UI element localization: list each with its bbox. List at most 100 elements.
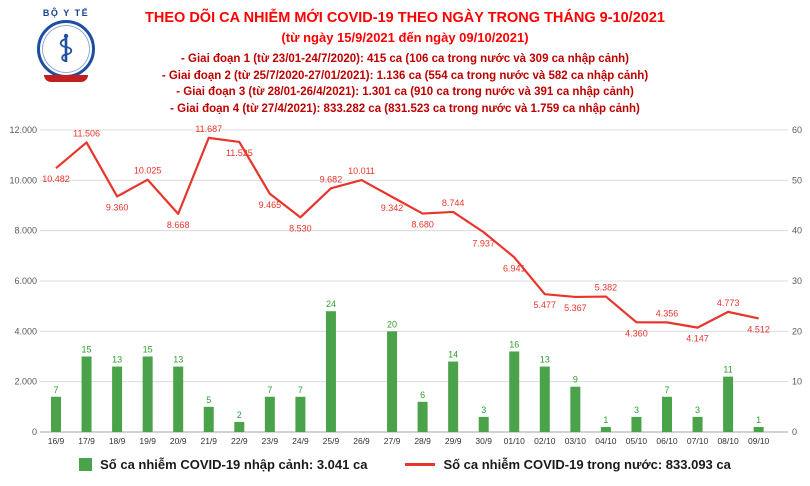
date-label: 23/9 bbox=[262, 436, 279, 446]
bar-value-label: 7 bbox=[664, 385, 669, 395]
left-axis-label: 12.000 bbox=[9, 125, 37, 135]
phase-2-annotation: - Giai đoạn 2 (từ 25/7/2020-27/01/2021):… bbox=[161, 69, 649, 82]
right-axis-label: 10 bbox=[792, 377, 802, 387]
chart-header: THEO DÕI CA NHIỄM MỚI COVID-19 THEO NGÀY… bbox=[0, 10, 810, 117]
bar-value-label: 3 bbox=[634, 405, 639, 415]
line-value-label: 8.668 bbox=[167, 220, 190, 230]
imported-cases-bar bbox=[478, 416, 489, 432]
line-value-label: 7.937 bbox=[472, 238, 495, 248]
date-label: 07/10 bbox=[687, 436, 709, 446]
bar-value-label: 14 bbox=[448, 350, 458, 360]
line-value-label: 8.530 bbox=[289, 223, 312, 233]
bar-value-label: 7 bbox=[53, 385, 58, 395]
imported-cases-bar bbox=[509, 351, 520, 432]
date-label: 04/10 bbox=[595, 436, 617, 446]
phase-annotations: - Giai đoạn 1 (từ 23/01-24/7/2020): 415 … bbox=[0, 51, 810, 117]
bar-value-label: 16 bbox=[509, 339, 519, 349]
legend-imported-swatch bbox=[79, 458, 93, 471]
domestic-cases-line bbox=[55, 136, 759, 329]
imported-cases-bar bbox=[387, 331, 398, 432]
line-value-label: 5.477 bbox=[534, 300, 557, 310]
imported-cases-bar bbox=[81, 356, 92, 432]
line-value-label: 10.025 bbox=[134, 166, 162, 176]
covid-daily-cases-chart: 02.0004.0006.0008.00010.00012.0000102030… bbox=[9, 124, 802, 446]
imported-cases-bar bbox=[51, 396, 61, 432]
line-value-label: 11.525 bbox=[226, 148, 253, 158]
date-label: 21/9 bbox=[200, 436, 217, 446]
imported-cases-bar bbox=[112, 366, 123, 432]
line-value-label: 4.356 bbox=[656, 308, 679, 318]
date-label: 09/10 bbox=[748, 436, 770, 446]
date-label: 16/9 bbox=[48, 436, 65, 446]
bar-value-label: 24 bbox=[326, 299, 336, 309]
line-value-label: 4.512 bbox=[747, 324, 770, 334]
line-value-label: 9.342 bbox=[381, 203, 404, 213]
phase-3-annotation: - Giai đoạn 3 (từ 28/01-26/4/2021): 1.30… bbox=[176, 86, 634, 98]
imported-cases-bar bbox=[295, 396, 306, 432]
left-axis-label: 6.000 bbox=[14, 276, 37, 286]
line-value-label: 9.360 bbox=[106, 202, 129, 212]
line-value-label: 8.744 bbox=[442, 198, 465, 208]
date-label: 29/9 bbox=[445, 436, 462, 446]
imported-cases-bar bbox=[142, 356, 153, 432]
imported-cases-bar bbox=[539, 366, 550, 432]
imported-cases-bar bbox=[325, 311, 336, 432]
bar-value-label: 5 bbox=[206, 395, 211, 405]
legend-domestic-label: Số ca nhiễm COVID-19 trong nước: 833.093… bbox=[443, 457, 731, 472]
phase-4-annotation: - Giai đoạn 4 (từ 27/4/2021): 833.282 ca… bbox=[170, 102, 640, 115]
date-label: 18/9 bbox=[109, 436, 126, 446]
rod-of-asclepius-icon bbox=[37, 20, 95, 78]
left-axis-label: 8.000 bbox=[14, 226, 37, 236]
line-value-label: 8.680 bbox=[411, 220, 434, 230]
right-axis-label: 30 bbox=[792, 276, 802, 286]
date-label: 30/9 bbox=[475, 436, 492, 446]
bar-value-label: 15 bbox=[143, 345, 153, 355]
right-axis-label: 50 bbox=[792, 175, 802, 185]
bar-value-label: 2 bbox=[237, 410, 242, 420]
bar-value-label: 6 bbox=[420, 390, 425, 400]
page-title: THEO DÕI CA NHIỄM MỚI COVID-19 THEO NGÀY… bbox=[145, 10, 665, 26]
line-value-label: 4.147 bbox=[686, 334, 709, 344]
date-label: 26/9 bbox=[353, 436, 370, 446]
line-value-label: 10.011 bbox=[348, 166, 375, 176]
bar-value-label: 13 bbox=[112, 355, 122, 365]
right-axis-label: 20 bbox=[792, 326, 802, 336]
page-subtitle: (từ ngày 15/9/2021 đến ngày 09/10/2021) bbox=[281, 30, 529, 45]
date-label: 24/9 bbox=[292, 436, 309, 446]
imported-cases-bar bbox=[264, 396, 275, 432]
imported-cases-bar bbox=[662, 396, 672, 432]
imported-cases-bar bbox=[173, 366, 184, 432]
imported-cases-bar bbox=[631, 416, 642, 432]
imported-cases-bar bbox=[753, 426, 764, 432]
imported-cases-bar bbox=[692, 416, 703, 432]
bar-value-label: 13 bbox=[540, 355, 550, 365]
date-label: 08/10 bbox=[717, 436, 739, 446]
left-axis-label: 0 bbox=[32, 427, 37, 437]
imported-cases-bar bbox=[570, 386, 581, 432]
imported-cases-bar bbox=[203, 406, 214, 432]
bar-value-label: 11 bbox=[723, 365, 732, 375]
date-label: 19/9 bbox=[139, 436, 156, 446]
left-axis-label: 10.000 bbox=[9, 175, 37, 185]
right-axis-label: 40 bbox=[792, 226, 802, 236]
phase-1-annotation: - Giai đoạn 1 (từ 23/01-24/7/2020): 415 … bbox=[181, 53, 629, 65]
imported-cases-bar bbox=[600, 426, 611, 432]
bar-value-label: 3 bbox=[695, 405, 700, 415]
line-value-label: 5.367 bbox=[564, 303, 587, 313]
bar-value-label: 20 bbox=[387, 319, 397, 329]
date-label: 05/10 bbox=[626, 436, 648, 446]
line-value-label: 9.465 bbox=[259, 200, 282, 210]
left-axis-label: 4.000 bbox=[14, 326, 37, 336]
bar-value-label: 15 bbox=[82, 345, 92, 355]
line-value-label: 10.482 bbox=[42, 174, 70, 184]
date-label: 06/10 bbox=[656, 436, 678, 446]
bar-value-label: 9 bbox=[573, 375, 578, 385]
line-value-label: 11.687 bbox=[195, 124, 222, 134]
legend-imported-label: Số ca nhiễm COVID-19 nhập cảnh: 3.041 ca bbox=[100, 457, 368, 472]
imported-cases-bar bbox=[417, 401, 428, 432]
bar-value-label: 13 bbox=[173, 355, 183, 365]
bar-value-label: 7 bbox=[267, 385, 272, 395]
line-value-label: 4.773 bbox=[717, 298, 740, 308]
bar-value-label: 7 bbox=[298, 385, 303, 395]
